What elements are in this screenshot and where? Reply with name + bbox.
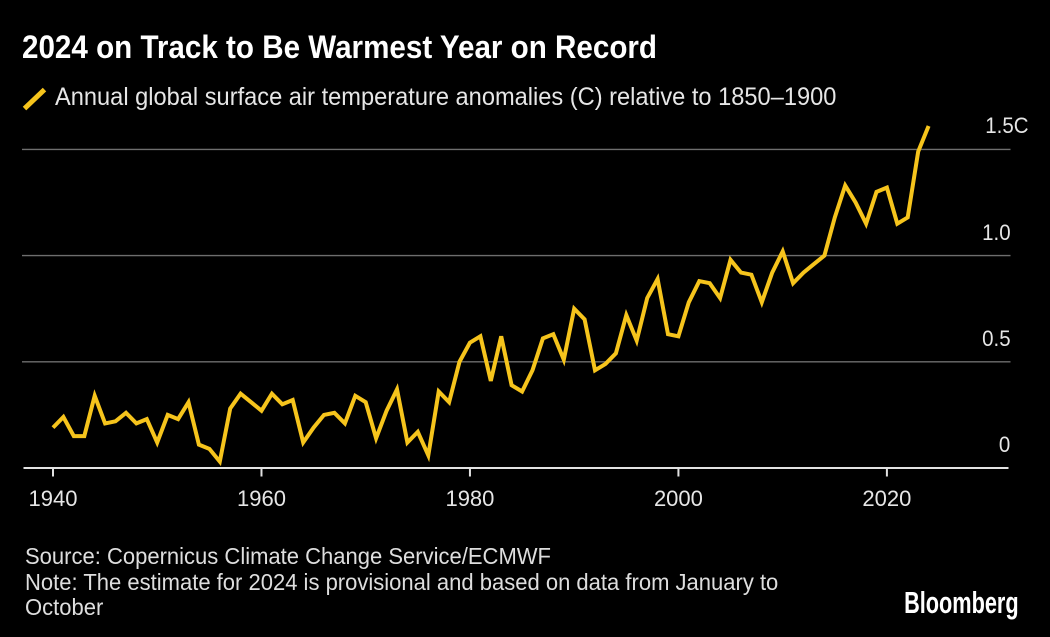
source-line: Source: Copernicus Climate Change Servic… — [25, 543, 552, 569]
x-axis-ticks — [52, 469, 888, 477]
note-line: Note: The estimate for 2024 is provision… — [25, 568, 779, 620]
x-axis-label-1940: 1940 — [28, 486, 78, 511]
x-axis-label-1980: 1980 — [445, 486, 495, 511]
gridlines — [22, 148, 1011, 363]
legend-slash-icon — [22, 87, 47, 111]
bloomberg-logo: Bloomberg — [904, 585, 1019, 620]
x-axis-label-2000: 2000 — [653, 486, 703, 511]
y-axis-label-1.0: 1.0 — [982, 219, 1011, 245]
legend-label: Annual global surface air temperature an… — [55, 83, 837, 111]
x-axis-label-2020: 2020 — [862, 486, 912, 511]
chart-title: 2024 on Track to Be Warmest Year on Reco… — [22, 29, 658, 65]
y-axis-label-0: 0 — [999, 432, 1011, 457]
y-axis-label-1.5C: 1.5C — [985, 113, 1029, 139]
anomaly-series-line — [51, 125, 931, 467]
footer: Source: Copernicus Climate Change Servic… — [25, 543, 834, 621]
y-axis-label-0.5: 0.5 — [982, 325, 1011, 351]
x-axis-label-1960: 1960 — [236, 486, 286, 511]
